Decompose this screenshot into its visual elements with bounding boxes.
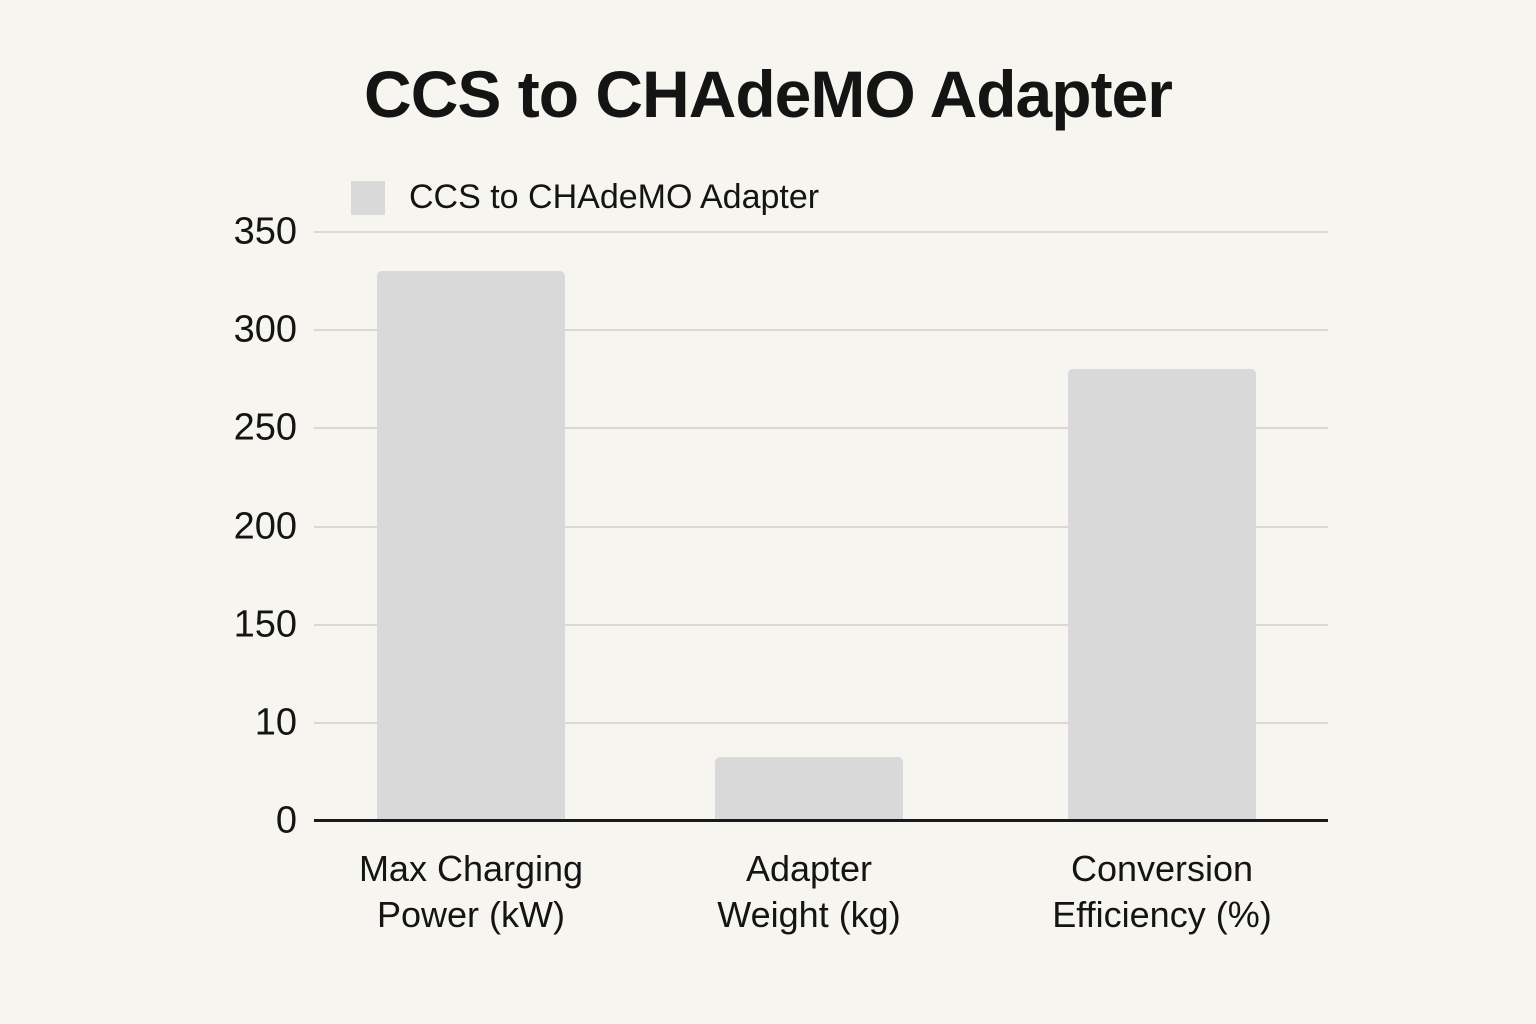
x-axis-line (314, 819, 1328, 822)
x-axis-label-line: Max Charging (358, 848, 584, 889)
y-tick-label: 150 (233, 603, 297, 646)
gridline (314, 721, 1328, 724)
bar-max-charging-power-kw (377, 271, 565, 821)
y-tick-label: 300 (233, 308, 297, 351)
y-tick-label: 250 (233, 406, 297, 449)
bar-conversion-efficiency (1068, 369, 1256, 821)
gridline (314, 525, 1328, 528)
gridline (314, 427, 1328, 430)
legend-label: CCS to CHAdeMO Adapter (409, 178, 820, 216)
gridline (314, 329, 1328, 332)
x-axis-label-line: Adapter (745, 848, 873, 889)
legend-swatch (351, 180, 385, 215)
y-tick-label: 350 (233, 210, 297, 253)
y-tick-label: 10 (254, 701, 297, 744)
x-axis-label-line: Weight (kg) (717, 894, 901, 936)
x-axis-label: Conversion Efficiency (%) (1052, 846, 1271, 938)
bar-adapter-weight-kg (715, 757, 903, 821)
gridline (314, 231, 1328, 233)
x-axis-label-line: Power (kW) (376, 894, 565, 936)
gridline (314, 623, 1328, 626)
legend: CCS to CHAdeMO Adapter (351, 178, 819, 217)
x-axis-label-line: Conversion (1070, 848, 1254, 889)
chart-title: CCS to CHAdeMO Adapter (364, 57, 1173, 131)
y-tick-label: 0 (275, 799, 297, 842)
x-axis-label: Max Charging Power (kW) (359, 846, 583, 938)
x-axis-label-line: Efficiency (%) (1052, 894, 1272, 936)
x-axis-label: Adapter Weight (kg) (717, 846, 900, 938)
y-tick-label: 200 (233, 505, 297, 547)
